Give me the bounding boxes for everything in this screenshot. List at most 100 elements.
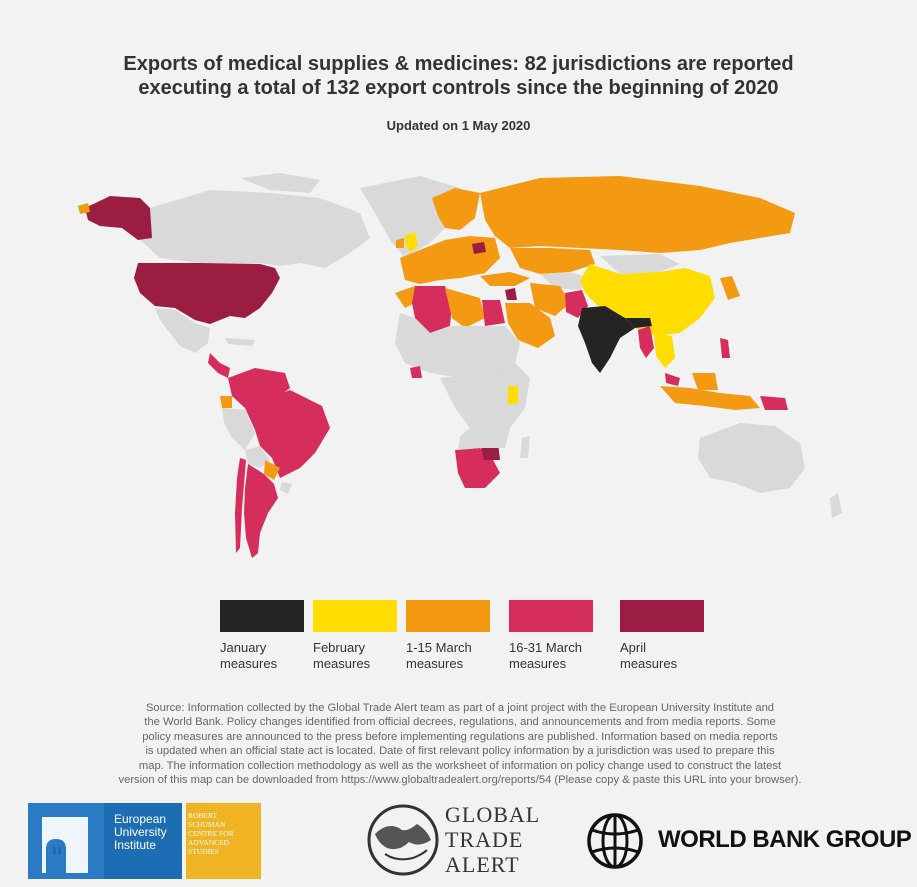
eui-logo-text: European University Institute bbox=[114, 813, 184, 852]
argentina bbox=[244, 464, 278, 558]
legend-label-march-early-line2: measures bbox=[406, 656, 464, 671]
malaysia bbox=[665, 373, 680, 386]
source-line-5: map. The information collection methodol… bbox=[138, 759, 782, 772]
eui-logo: European University Institute ROBERT SCH… bbox=[28, 803, 261, 879]
arctic-islands bbox=[240, 173, 320, 193]
rsc-logo-text: ROBERT SCHUMAN CENTRE FOR ADVANCED STUDI… bbox=[188, 811, 258, 856]
legend-label-february: February measures bbox=[313, 640, 397, 672]
russia bbox=[480, 176, 795, 253]
paraguay bbox=[264, 460, 280, 480]
indochina bbox=[654, 333, 675, 368]
central-america bbox=[208, 353, 230, 378]
caribbean bbox=[225, 338, 255, 346]
philippines bbox=[720, 338, 730, 358]
mongolia bbox=[600, 254, 680, 274]
turkey bbox=[480, 272, 530, 286]
chile bbox=[235, 458, 246, 553]
source-line-4: is updated when an official state act is… bbox=[145, 745, 775, 758]
eui-logo-line2: University bbox=[114, 825, 167, 839]
legend-label-april-line1: April bbox=[620, 640, 647, 655]
nepal-bangladesh bbox=[625, 318, 652, 328]
greenland bbox=[360, 176, 460, 258]
png bbox=[760, 396, 788, 410]
algeria bbox=[412, 286, 452, 333]
legend-label-april: April measures bbox=[620, 640, 704, 672]
alaska bbox=[85, 196, 152, 240]
source-line-2: the World Bank. Policy changes identifie… bbox=[144, 716, 776, 729]
australia bbox=[698, 423, 805, 493]
map-title: Exports of medical supplies & medicines:… bbox=[0, 52, 917, 100]
source-line-1: Source: Information collected by the Glo… bbox=[145, 702, 775, 714]
mexico bbox=[155, 308, 210, 353]
legend-item-february: February measures bbox=[313, 600, 397, 672]
kenya bbox=[508, 386, 518, 404]
legend-label-march-late: 16-31 March measures bbox=[509, 640, 593, 672]
legend-item-march-early: 1-15 March measures bbox=[406, 600, 490, 672]
peru bbox=[222, 408, 255, 450]
eui-logo-line1: European bbox=[114, 812, 167, 826]
central-europe-april bbox=[472, 242, 486, 254]
iran bbox=[530, 283, 570, 316]
eui-logo-line3: Institute bbox=[114, 838, 157, 852]
egypt bbox=[482, 300, 505, 326]
map-subtitle: Updated on 1 May 2020 bbox=[386, 118, 531, 133]
world-bank-globe-icon bbox=[587, 813, 643, 869]
rsc-logo-line2: SCHUMAN bbox=[188, 820, 226, 829]
legend-label-february-line2: measures bbox=[313, 656, 371, 671]
world-bank-logo: WORLD BANK GROUP bbox=[586, 812, 912, 870]
legend-swatch-january bbox=[220, 600, 304, 632]
middle-east-april bbox=[505, 288, 517, 300]
uk bbox=[405, 232, 418, 252]
source-note: Source: Information collected by the Glo… bbox=[60, 701, 860, 787]
china bbox=[580, 264, 715, 336]
world-map bbox=[78, 173, 842, 558]
legend-swatch-april bbox=[620, 600, 704, 632]
legend-label-january: January measures bbox=[220, 640, 304, 672]
legend-label-march-late-line1: 16-31 March bbox=[509, 640, 582, 655]
legend-item-april: April measures bbox=[620, 600, 704, 672]
central-africa bbox=[440, 363, 530, 433]
indonesia bbox=[660, 386, 760, 410]
brazil bbox=[245, 390, 330, 478]
rsc-logo-line4: ADVANCED bbox=[188, 838, 230, 847]
canada bbox=[138, 190, 370, 268]
borneo bbox=[692, 373, 718, 390]
rsc-logo-line1: ROBERT bbox=[188, 811, 218, 820]
united-states bbox=[134, 263, 280, 324]
gta-logo-line3: ALERT bbox=[445, 852, 520, 877]
legend-label-march-late-line2: measures bbox=[509, 656, 567, 671]
sahel bbox=[395, 313, 520, 378]
india bbox=[578, 306, 635, 373]
gta-logo: GLOBAL TRADE ALERT bbox=[365, 800, 555, 880]
legend-label-march-early-line1: 1-15 March bbox=[406, 640, 472, 655]
gta-logo-text: GLOBAL TRADE ALERT bbox=[445, 802, 540, 877]
madagascar bbox=[520, 436, 530, 458]
globe-icon bbox=[367, 804, 439, 876]
eui-logo-graphic bbox=[28, 803, 261, 879]
ecuador bbox=[220, 396, 232, 408]
legend-swatch-february bbox=[313, 600, 397, 632]
rsc-logo-line5: STUDIES bbox=[188, 847, 219, 856]
legend-label-february-line1: February bbox=[313, 640, 366, 655]
map-legend: January measures February measures 1-15 … bbox=[220, 600, 710, 680]
legend-label-january-line2: measures bbox=[220, 656, 278, 671]
legend-swatch-march-early bbox=[406, 600, 490, 632]
ghana bbox=[410, 366, 422, 378]
uruguay bbox=[280, 482, 292, 494]
africa-mid-south bbox=[458, 428, 510, 450]
legend-swatch-march-late bbox=[509, 600, 593, 632]
bolivia bbox=[245, 446, 270, 468]
map-title-line-1: Exports of medical supplies & medicines:… bbox=[123, 53, 794, 75]
legend-label-march-early: 1-15 March measures bbox=[406, 640, 490, 672]
tunisia-libya bbox=[445, 288, 485, 328]
ireland bbox=[396, 238, 404, 248]
gta-logo-line1: GLOBAL bbox=[445, 802, 541, 827]
alaska-west-tip bbox=[78, 203, 90, 214]
gta-logo-line2: TRADE bbox=[445, 827, 524, 852]
rsc-logo-line3: CENTRE FOR bbox=[188, 829, 234, 838]
korea-japan bbox=[720, 276, 740, 300]
legend-label-april-line2: measures bbox=[620, 656, 678, 671]
map-title-line-2: executing a total of 132 export controls… bbox=[138, 77, 779, 99]
legend-item-march-late: 16-31 March measures bbox=[509, 600, 593, 672]
myanmar bbox=[638, 326, 654, 358]
